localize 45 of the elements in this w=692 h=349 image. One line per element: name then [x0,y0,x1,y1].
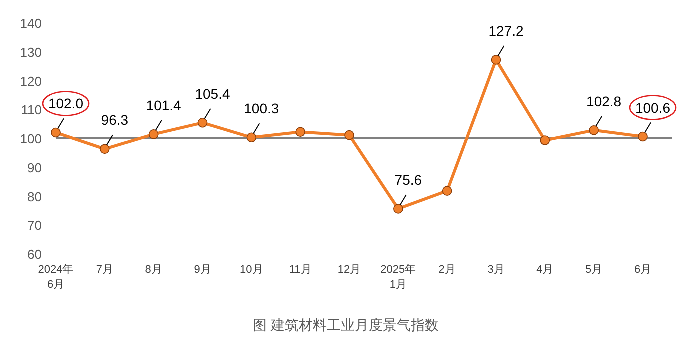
y-tick-label: 120 [20,74,42,89]
point [51,128,61,138]
x-tick-label: 4月 [536,264,554,276]
point [540,136,550,146]
text: 图 建筑材料工业月度景气指数 [253,317,439,333]
point [394,204,404,214]
data-label: 102.8 [586,93,622,110]
point [246,132,257,143]
point [442,186,452,196]
data-label: 102.0 [48,96,84,112]
point [491,55,502,65]
y-tick-label: 70 [28,218,42,234]
point [148,130,159,140]
data-label: 75.6 [394,172,422,188]
point [100,144,110,154]
y-tick-label: 60 [28,247,42,262]
x-tick-label: 2025年 1月 [380,264,416,291]
data-label: 96.3 [101,112,129,128]
y-tick-label: 130 [20,44,42,60]
point [638,132,648,142]
x-tick-label: 9月 [194,264,212,276]
y-tick-label: 140 [20,16,42,31]
point [198,118,208,128]
y-tick-label: 90 [28,160,42,176]
y-tick-label: 100 [20,132,42,146]
x-tick-label: 6月 [634,264,652,276]
x-tick-label: 11月 [289,264,312,276]
x-tick-label: 2月 [438,264,456,276]
data-label: 100.3 [244,100,280,117]
point [344,130,354,140]
x-tick-label: 12月 [338,264,362,276]
x-tick-label: 5月 [586,264,603,276]
y-tick-label: 80 [28,189,42,204]
y-tick-label: 110 [21,102,42,118]
x-tick-label: 8月 [145,264,162,276]
x-tick-label: 2024年 6月 [38,264,74,291]
data-label: 101.4 [146,97,182,114]
point [296,127,306,138]
x-tick-label: 3月 [488,264,505,276]
point [589,126,599,136]
data-label: 127.2 [488,22,524,39]
x-tick-label: 7月 [96,264,114,276]
data-label: 105.4 [195,86,230,102]
x-tick-label: 10月 [240,264,264,276]
data-label: 100.6 [635,100,671,116]
